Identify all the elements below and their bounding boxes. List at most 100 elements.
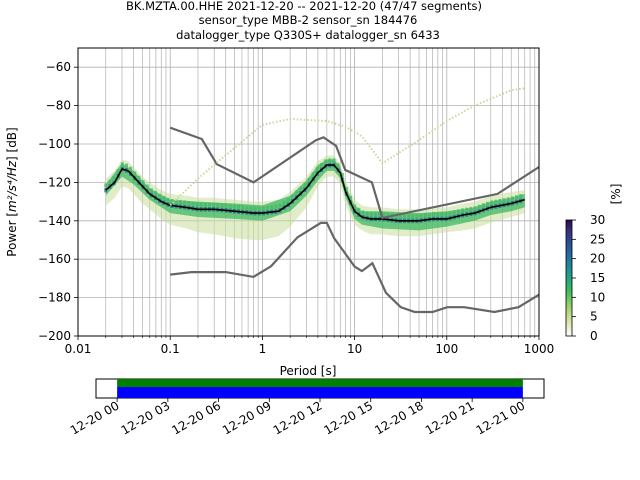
y-axis: −60 −80 −100 −120 −140 −160 −180 −200 <box>38 60 78 343</box>
x-tick-label: 10 <box>347 342 362 356</box>
density-cell <box>270 205 274 210</box>
density-cell <box>402 214 406 218</box>
density-cell <box>307 177 311 182</box>
x-tick-label: 0.01 <box>65 342 92 356</box>
density-cell <box>315 166 319 171</box>
density-cell <box>386 212 390 217</box>
time-tick-label: 12-20 18 <box>372 398 426 437</box>
x-tick-label: 1000 <box>524 342 555 356</box>
density-cell <box>423 213 427 218</box>
density-cell <box>465 207 469 212</box>
density-cell <box>411 214 415 218</box>
density-cell <box>133 171 137 176</box>
density-cell <box>154 191 158 195</box>
density-cell <box>498 198 502 203</box>
density-cell <box>129 166 133 171</box>
density-cell <box>303 182 307 187</box>
density-cell <box>436 212 440 216</box>
density-cell <box>282 200 286 205</box>
time-tick-label: 12-20 15 <box>321 398 375 437</box>
density-cell <box>357 207 361 212</box>
gsn-bound-line <box>169 87 525 207</box>
title-line-1: BK.MZTA.00.HHE 2021-12-20 -- 2021-12-20 … <box>126 0 482 13</box>
x-tick-label: 1 <box>259 342 267 356</box>
density-cell <box>120 162 124 167</box>
colorbar-tick-label: 0 <box>590 329 598 343</box>
density-cell <box>490 200 494 205</box>
y-tick-label: −200 <box>38 329 71 343</box>
density-cell <box>199 202 203 207</box>
density-cell <box>232 204 236 209</box>
mode-line <box>105 164 525 222</box>
density-cell <box>228 204 232 208</box>
density-cell <box>432 212 436 216</box>
density-cell <box>473 206 477 211</box>
density-cell <box>295 190 299 195</box>
density-cell <box>444 212 448 216</box>
title-line-3: datalogger_type Q330S+ datalogger_sn 643… <box>176 28 440 42</box>
density-cell <box>456 209 460 214</box>
density-cell <box>324 159 328 164</box>
density-cell <box>261 206 265 211</box>
density-cell <box>203 202 207 207</box>
colorbar-ticks: 0 5 10 15 20 25 30 <box>572 213 605 343</box>
x-tick-label: 100 <box>435 342 458 356</box>
colorbar-scale <box>565 219 573 337</box>
density-cell <box>149 188 153 193</box>
colorbar-label: [%] <box>609 184 623 205</box>
figure-title: BK.MZTA.00.HHE 2021-12-20 -- 2021-12-20 … <box>126 0 482 42</box>
density-cell <box>361 210 365 215</box>
x-axis-label: Period [s] <box>280 364 337 378</box>
density-cell <box>519 194 523 198</box>
y-tick-label: −140 <box>38 214 71 228</box>
title-line-2: sensor_type MBB-2 sensor_sn 184476 <box>199 13 418 27</box>
density-cell <box>365 211 369 216</box>
nlnm-line <box>170 221 539 314</box>
y-tick-label: −80 <box>46 99 71 113</box>
density-cell <box>373 212 377 216</box>
y-axis-label: Power [m²/s⁴/Hz] [dB] <box>5 127 19 256</box>
density-cell <box>237 204 241 209</box>
density-cell <box>510 196 514 201</box>
colorbar-tick-label: 5 <box>590 310 598 324</box>
density-cell <box>311 172 315 177</box>
density-cell <box>290 194 294 199</box>
density-cell <box>515 195 519 200</box>
time-tick-label: 12-20 09 <box>220 398 274 437</box>
density-cell <box>216 202 220 207</box>
density-cell <box>506 197 510 202</box>
density-cell <box>502 198 506 202</box>
density-cell <box>266 205 270 210</box>
density-cell <box>407 214 411 218</box>
density-cell <box>415 214 419 218</box>
density-cell <box>224 203 228 208</box>
colorbar: 0 5 10 15 20 25 30 [%] <box>565 184 623 343</box>
density-cell <box>378 212 382 216</box>
density-cell <box>245 205 249 210</box>
density-cell <box>340 173 344 177</box>
density-cell <box>477 204 481 209</box>
density-cell <box>257 206 261 211</box>
density-cell <box>145 184 149 189</box>
availability-bars <box>117 379 523 398</box>
colorbar-tick-label: 15 <box>590 271 605 285</box>
density-cell <box>104 183 108 188</box>
x-tick-label: 0.1 <box>161 342 180 356</box>
density-cell <box>344 186 348 191</box>
time-tick-label: 12-20 03 <box>119 398 173 437</box>
ppsd-lines <box>105 87 539 314</box>
time-tick-label: 12-20 00 <box>68 398 122 437</box>
density-cell <box>299 186 303 191</box>
density-cell <box>195 202 199 207</box>
colorbar-tick-label: 30 <box>590 213 605 227</box>
colorbar-tick-label: 10 <box>590 290 605 304</box>
density-cell <box>212 202 216 207</box>
density-cell <box>398 214 402 218</box>
density-cell <box>207 202 211 207</box>
density-cell <box>332 158 336 163</box>
density-cell <box>249 206 253 210</box>
density-cell <box>427 212 431 217</box>
density-cell <box>241 205 245 210</box>
